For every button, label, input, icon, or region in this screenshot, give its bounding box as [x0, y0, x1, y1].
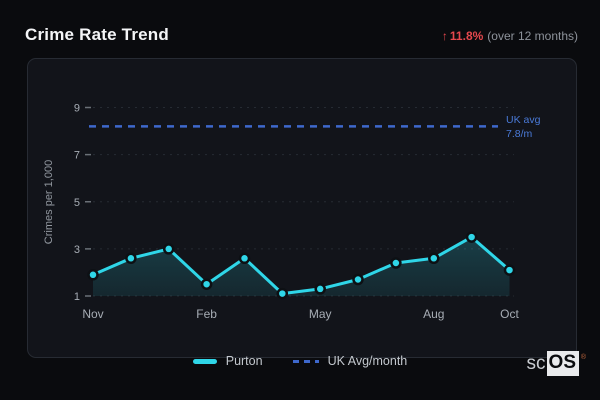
data-point: [238, 252, 251, 265]
x-tick-label: Nov: [82, 307, 103, 321]
data-point: [125, 252, 137, 265]
purton-line-swatch: [192, 358, 217, 364]
x-tick-label: Feb: [196, 307, 217, 321]
chart-card: 9 7 5 3 1 UK avg 7.8/m Nov Feb May Aug Oct Crimes pe…: [27, 58, 577, 358]
y-tick-label: 3: [74, 244, 80, 256]
y-tick-label: 5: [74, 197, 80, 209]
x-tick-label: May: [309, 307, 332, 321]
data-point: [87, 269, 99, 281]
uk-avg-dash-swatch: [292, 359, 319, 363]
data-point: [276, 287, 289, 300]
legend-label-uk-avg: UK Avg/month: [327, 354, 408, 368]
x-tick-label: Oct: [500, 307, 519, 321]
data-point: [200, 278, 213, 290]
y-axis-title: Crimes per 1,000: [43, 160, 55, 244]
data-point: [162, 243, 175, 255]
data-point: [503, 264, 516, 276]
y-tick-label: 9: [74, 103, 80, 115]
logo-box: OS ®: [546, 351, 586, 376]
purton-line: [91, 235, 511, 296]
logo-prefix: sc: [526, 352, 546, 374]
trend-indicator: ↑ 11.8% (over 12 months): [442, 29, 578, 43]
legend-item-uk-avg[interactable]: UK Avg/month: [292, 354, 408, 368]
trend-percentage: 11.8%: [449, 29, 484, 43]
data-point: [428, 252, 440, 265]
data-point: [390, 257, 402, 269]
data-point: [352, 273, 364, 286]
trend-period: (over 12 months): [487, 29, 578, 43]
registered-mark: ®: [580, 354, 586, 361]
trend-up-arrow-icon: ↑: [441, 29, 448, 43]
chart-legend: Purton UK Avg/month: [0, 354, 600, 368]
x-tick-label: Aug: [423, 307, 444, 321]
logo-box-text: OS: [548, 352, 576, 373]
scos-logo: sc OS ®: [526, 351, 586, 376]
uk-avg-annotation-line-1: UK avg: [506, 114, 541, 126]
purton-area-fill: [93, 237, 510, 296]
purton-points: [87, 231, 516, 300]
page-title: Crime Rate Trend: [25, 25, 169, 44]
data-point: [465, 231, 478, 243]
legend-label-purton: Purton: [225, 354, 263, 368]
crime-trend-chart: 9 7 5 3 1 UK avg 7.8/m Nov Feb May Aug Oct Crimes pe…: [43, 103, 541, 322]
legend-item-purton[interactable]: Purton: [192, 354, 263, 368]
uk-avg-annotation-line-2: 7.8/m: [506, 128, 533, 140]
x-tick-labels: Nov Feb May Aug Oct: [82, 307, 519, 321]
y-tick-label: 7: [74, 150, 80, 162]
data-point: [314, 283, 326, 295]
y-tick-label: 1: [74, 291, 80, 303]
